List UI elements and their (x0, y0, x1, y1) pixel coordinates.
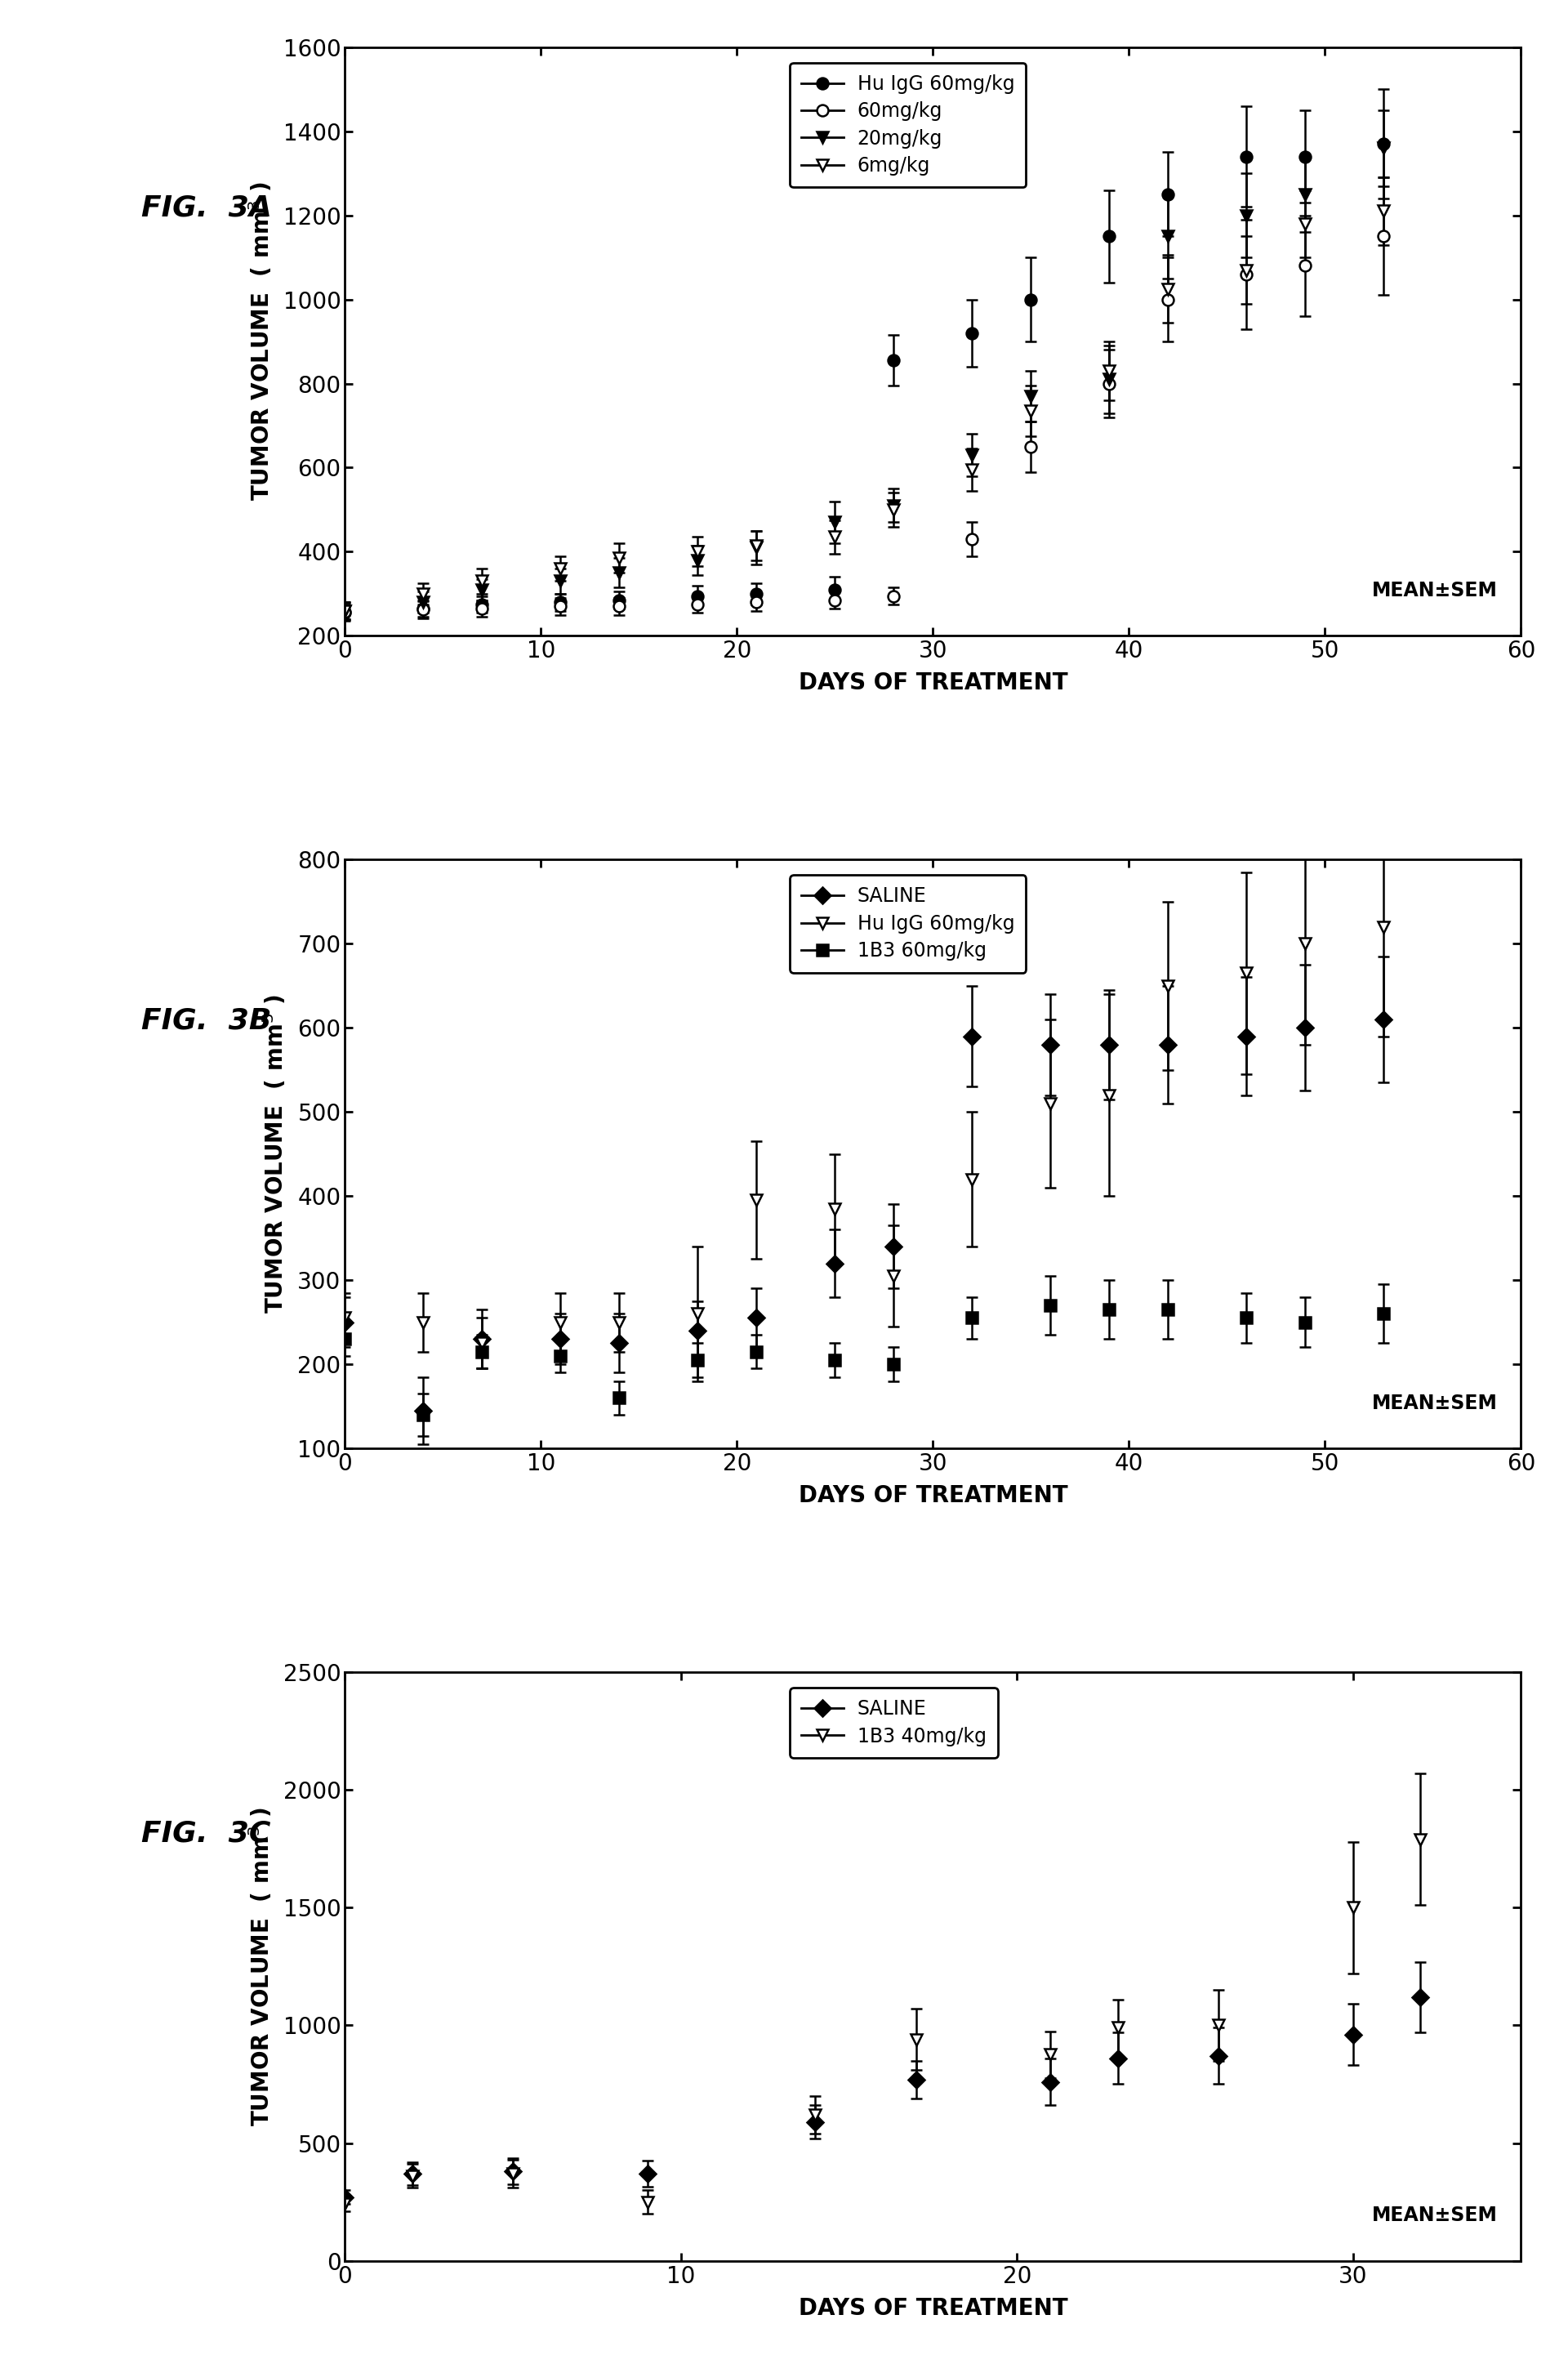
Text: MEAN±SEM: MEAN±SEM (1372, 1394, 1497, 1413)
Text: MEAN±SEM: MEAN±SEM (1372, 582, 1497, 601)
Text: FIG.  3A: FIG. 3A (141, 193, 271, 221)
Y-axis label: TUMOR VOLUME  ( mm$^3$ ): TUMOR VOLUME ( mm$^3$ ) (262, 994, 289, 1314)
Legend: SALINE, 1B3 40mg/kg: SALINE, 1B3 40mg/kg (790, 1689, 997, 1757)
Y-axis label: TUMOR VOLUME  ( mm$^3$ ): TUMOR VOLUME ( mm$^3$ ) (248, 181, 274, 502)
Legend: Hu IgG 60mg/kg, 60mg/kg, 20mg/kg, 6mg/kg: Hu IgG 60mg/kg, 60mg/kg, 20mg/kg, 6mg/kg (790, 64, 1025, 188)
Y-axis label: TUMOR VOLUME  ( mm$^3$ ): TUMOR VOLUME ( mm$^3$ ) (248, 1806, 274, 2127)
Text: MEAN±SEM: MEAN±SEM (1372, 2207, 1497, 2225)
X-axis label: DAYS OF TREATMENT: DAYS OF TREATMENT (798, 1484, 1068, 1507)
Text: FIG.  3B: FIG. 3B (141, 1008, 271, 1034)
X-axis label: DAYS OF TREATMENT: DAYS OF TREATMENT (798, 671, 1068, 695)
X-axis label: DAYS OF TREATMENT: DAYS OF TREATMENT (798, 2296, 1068, 2320)
Text: FIG.  3C: FIG. 3C (141, 1818, 270, 1846)
Legend: SALINE, Hu IgG 60mg/kg, 1B3 60mg/kg: SALINE, Hu IgG 60mg/kg, 1B3 60mg/kg (790, 876, 1025, 973)
